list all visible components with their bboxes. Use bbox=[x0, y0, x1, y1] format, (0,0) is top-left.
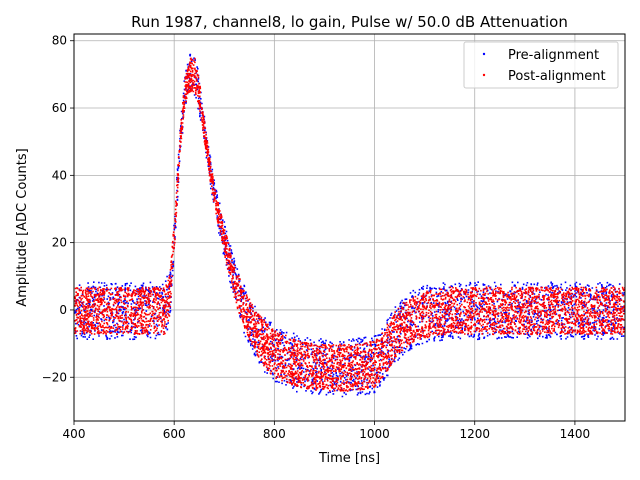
legend-marker-post-alignment bbox=[482, 73, 486, 77]
axis-ticks: 400 600 800 1000 1200 1400 −20 0 20 40 60 80 bbox=[42, 34, 591, 441]
y-tick-label: 60 bbox=[52, 101, 67, 115]
y-tick-label: 80 bbox=[52, 34, 67, 48]
y-axis-label: Amplitude [ADC Counts] bbox=[15, 148, 30, 306]
x-tick-label: 1400 bbox=[560, 427, 591, 441]
legend-label-post-alignment: Post-alignment bbox=[508, 69, 606, 84]
legend: Pre-alignment Post-alignment bbox=[463, 41, 619, 89]
chart-title: Run 1987, channel8, lo gain, Pulse w/ 50… bbox=[131, 13, 568, 31]
legend-box bbox=[463, 41, 619, 89]
x-tick-label: 1200 bbox=[459, 427, 490, 441]
y-tick-label: 40 bbox=[52, 168, 67, 182]
x-tick-label: 600 bbox=[163, 427, 186, 441]
y-tick-label: 0 bbox=[59, 303, 67, 317]
pre-alignment-points bbox=[74, 53, 625, 398]
y-tick-label: −20 bbox=[42, 370, 67, 384]
x-axis-label: Time [ns] bbox=[318, 451, 380, 466]
data-points bbox=[74, 53, 625, 398]
legend-marker-pre-alignment bbox=[482, 52, 486, 56]
y-tick-label: 20 bbox=[52, 236, 67, 250]
legend-label-pre-alignment: Pre-alignment bbox=[508, 48, 599, 63]
plot-frame bbox=[73, 33, 626, 422]
grid-lines bbox=[73, 34, 625, 421]
x-tick-label: 800 bbox=[263, 427, 286, 441]
x-tick-label: 400 bbox=[63, 427, 86, 441]
x-tick-label: 1000 bbox=[359, 427, 390, 441]
